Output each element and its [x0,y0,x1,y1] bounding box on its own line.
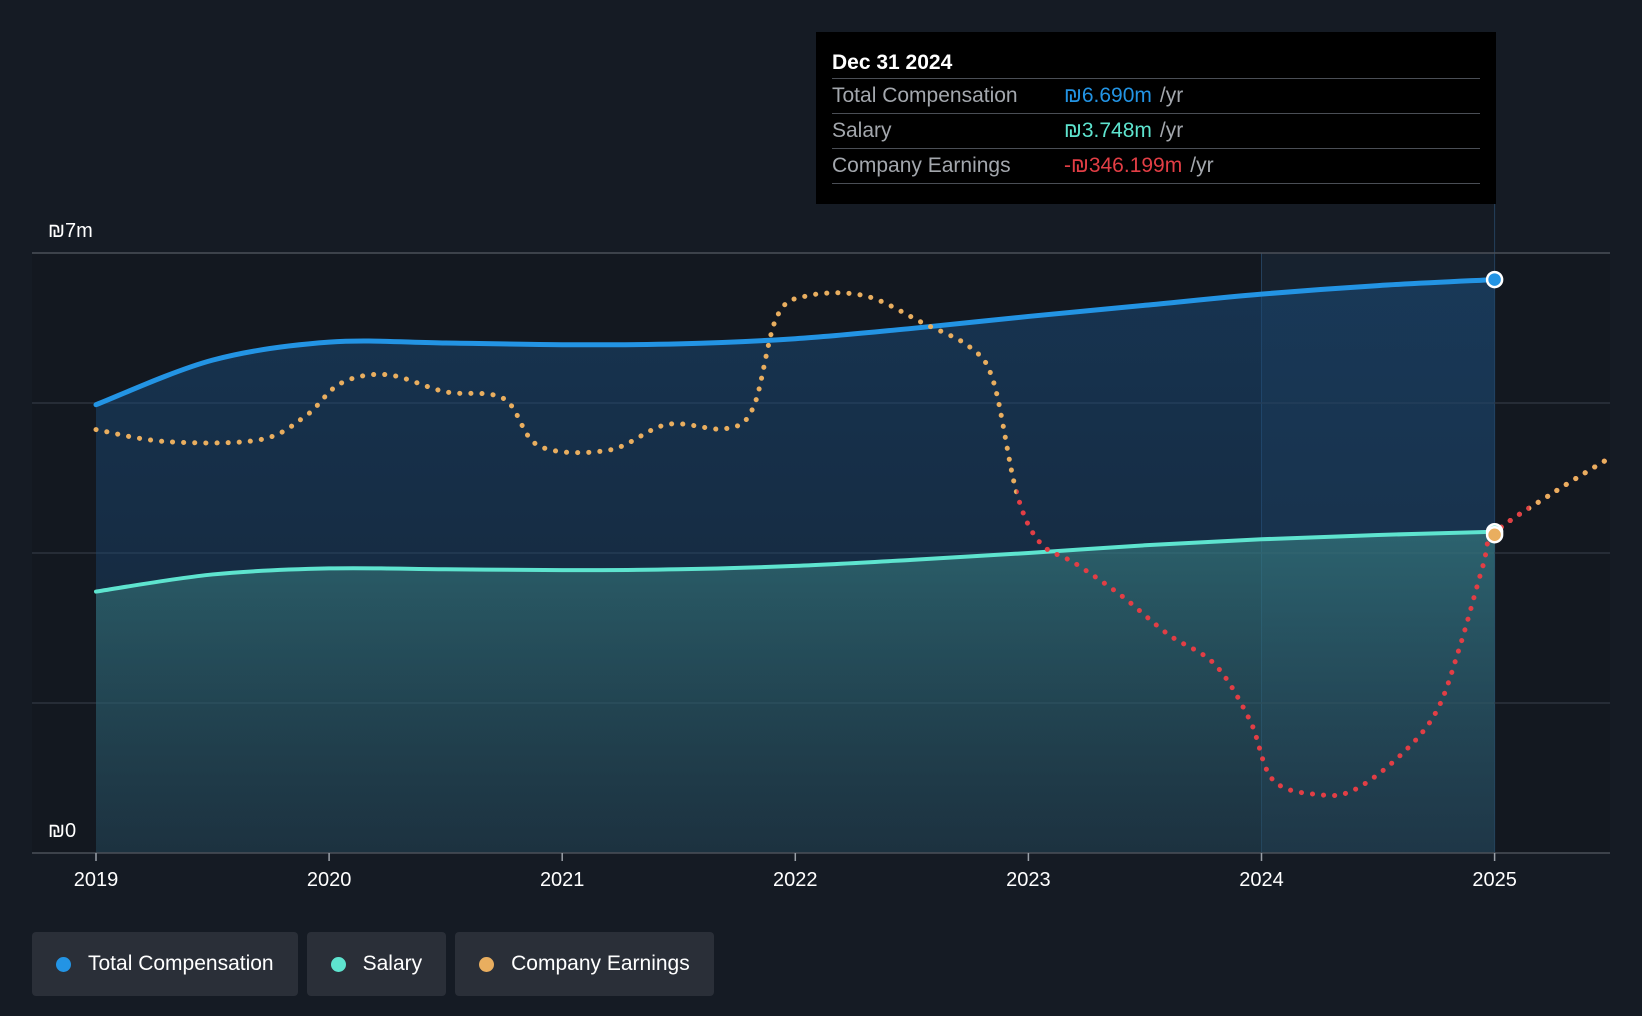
x-tick-label: 2025 [1472,869,1517,891]
legend-item-total-compensation[interactable]: Total Compensation [32,932,298,996]
total-compensation-marker [1485,270,1504,289]
x-tick-label: 2023 [1006,869,1051,891]
legend-label: Salary [362,952,423,975]
legend-item-salary[interactable]: Salary [306,932,447,996]
tooltip-row-company-earnings: Company Earnings -₪346.199m /yr [832,149,1480,184]
tooltip-value-company-earnings: -₪346.199m [1064,154,1183,177]
legend-label: Company Earnings [511,952,690,975]
x-tick-label: 2021 [540,869,585,891]
tooltip-label: Salary [832,119,892,142]
x-tick-label: 2024 [1239,869,1284,891]
tooltip-row-total-compensation: Total Compensation ₪6.690m /yr [832,79,1480,114]
tooltip: Dec 31 2024 Total Compensation ₪6.690m /… [816,32,1496,204]
legend-dot-icon [56,956,71,972]
legend-dot-icon [330,956,346,972]
tooltip-value-salary: ₪3.748m [1064,119,1152,142]
x-tick-label: 2022 [773,869,818,891]
y-tick-label: ₪0 [48,820,76,842]
legend: Total Compensation Salary Company Earnin… [32,932,714,996]
company-earnings-line [93,290,1614,799]
legend-dot-icon [479,956,495,972]
legend-label: Total Compensation [88,952,274,975]
tooltip-value-total-compensation: ₪6.690m [1064,84,1152,107]
x-tick-label: 2019 [74,869,119,891]
company-earnings-marker [1485,525,1504,544]
tooltip-label: Company Earnings [832,154,1011,177]
total-compensation-line [93,277,1498,408]
y-tick-label: ₪7m [48,220,93,242]
x-tick-label: 2020 [307,869,352,891]
salary-area [96,531,1495,853]
legend-item-company-earnings[interactable]: Company Earnings [455,932,714,996]
tooltip-unit: /yr [1159,84,1184,107]
tooltip-label: Total Compensation [832,84,1018,107]
tooltip-unit: /yr [1190,154,1214,177]
tooltip-date: Dec 31 2024 [832,44,1480,79]
tooltip-row-salary: Salary ₪3.748m /yr [832,114,1480,149]
tooltip-unit: /yr [1159,119,1184,142]
salary-line [94,529,1497,594]
